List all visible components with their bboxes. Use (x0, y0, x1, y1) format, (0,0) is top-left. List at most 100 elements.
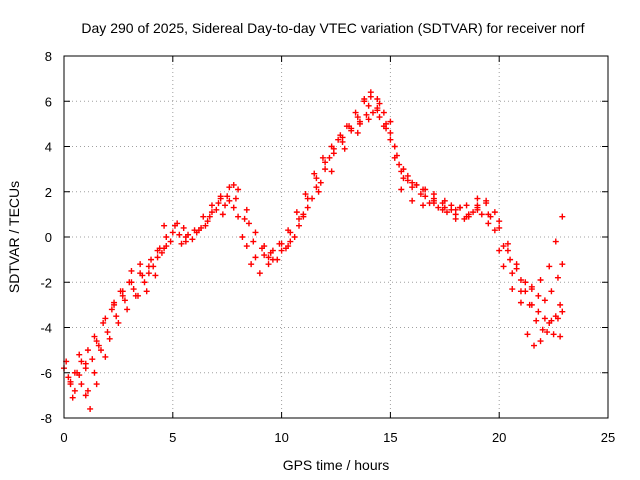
data-point (239, 234, 246, 240)
data-point (128, 267, 135, 274)
y-tick-label: 8 (45, 49, 52, 64)
data-point (559, 261, 566, 268)
data-point (91, 333, 98, 340)
data-point (224, 193, 231, 200)
data-point (398, 168, 405, 175)
data-point (374, 95, 381, 102)
data-point (195, 227, 202, 234)
data-point (509, 270, 516, 277)
data-point (208, 202, 215, 209)
data-point (230, 204, 237, 211)
data-point (104, 329, 111, 336)
data-point (485, 211, 492, 218)
data-point (222, 202, 229, 209)
data-point (293, 209, 300, 216)
data-point (478, 211, 485, 218)
data-point (161, 222, 168, 229)
data-point (548, 288, 555, 295)
data-point (559, 308, 566, 315)
data-point (517, 288, 524, 295)
data-point (396, 161, 403, 168)
data-point (243, 206, 250, 213)
data-point (278, 247, 285, 254)
data-point (387, 129, 394, 136)
data-point (496, 224, 503, 231)
data-point (124, 306, 131, 313)
data-point (319, 154, 326, 161)
data-point (500, 263, 507, 270)
data-point (200, 213, 207, 220)
data-point (204, 218, 211, 225)
data-point (391, 143, 398, 150)
data-point (300, 211, 307, 218)
data-point (261, 252, 268, 259)
data-point (313, 184, 320, 191)
plot-frame (63, 55, 609, 419)
y-tick-label: 6 (45, 94, 52, 109)
data-point (500, 243, 507, 250)
data-point (541, 315, 548, 322)
data-point (354, 129, 361, 136)
data-point (206, 213, 213, 220)
data-point (235, 213, 242, 220)
series-track-d (74, 93, 564, 376)
data-point (87, 405, 94, 412)
data-point (430, 191, 437, 198)
data-point (365, 102, 372, 109)
data-point (393, 152, 400, 159)
data-point (526, 301, 533, 308)
data-point (143, 288, 150, 295)
data-point (67, 378, 74, 385)
data-point (176, 231, 183, 238)
series-track-c (63, 89, 564, 412)
data-point (259, 245, 266, 252)
data-point (463, 213, 470, 220)
data-point (245, 220, 252, 227)
data-point (504, 247, 511, 254)
data-point (409, 197, 416, 204)
data-point (126, 279, 133, 286)
data-point (267, 249, 274, 256)
data-point (441, 204, 448, 211)
data-point (265, 261, 272, 268)
data-point (322, 159, 329, 166)
data-point (174, 220, 181, 227)
data-point (180, 224, 187, 231)
data-point (113, 313, 120, 320)
axis-tick-labels: 0 5 10 15 20 25 -8 -6 -4 -2 0 2 4 6 8 (40, 49, 615, 445)
data-point (557, 301, 564, 308)
data-point (380, 123, 387, 130)
data-point (213, 206, 220, 213)
data-point (404, 177, 411, 184)
data-point (145, 263, 152, 270)
data-point (380, 109, 387, 116)
data-point (328, 168, 335, 175)
data-point (524, 331, 531, 338)
data-point (365, 116, 372, 123)
data-point (93, 381, 100, 388)
data-point (507, 256, 514, 263)
data-point (557, 333, 564, 340)
data-point (202, 222, 209, 229)
data-point (448, 206, 455, 213)
data-point (235, 186, 242, 193)
data-point (130, 286, 137, 293)
data-point (326, 154, 333, 161)
data-point (111, 299, 118, 306)
chart-title: Day 290 of 2025, Sidereal Day-to-day VTE… (81, 20, 584, 36)
data-point (341, 145, 348, 152)
data-point (137, 270, 144, 277)
data-point (452, 215, 459, 222)
data-point (137, 261, 144, 268)
data-point (522, 279, 529, 286)
data-point (167, 238, 174, 245)
data-point (285, 227, 292, 234)
data-point (158, 249, 165, 256)
data-point (504, 240, 511, 247)
data-point (296, 215, 303, 222)
data-point (252, 254, 259, 261)
data-point (457, 204, 464, 211)
data-point (367, 93, 374, 100)
data-point (163, 234, 170, 240)
data-point (226, 184, 233, 191)
